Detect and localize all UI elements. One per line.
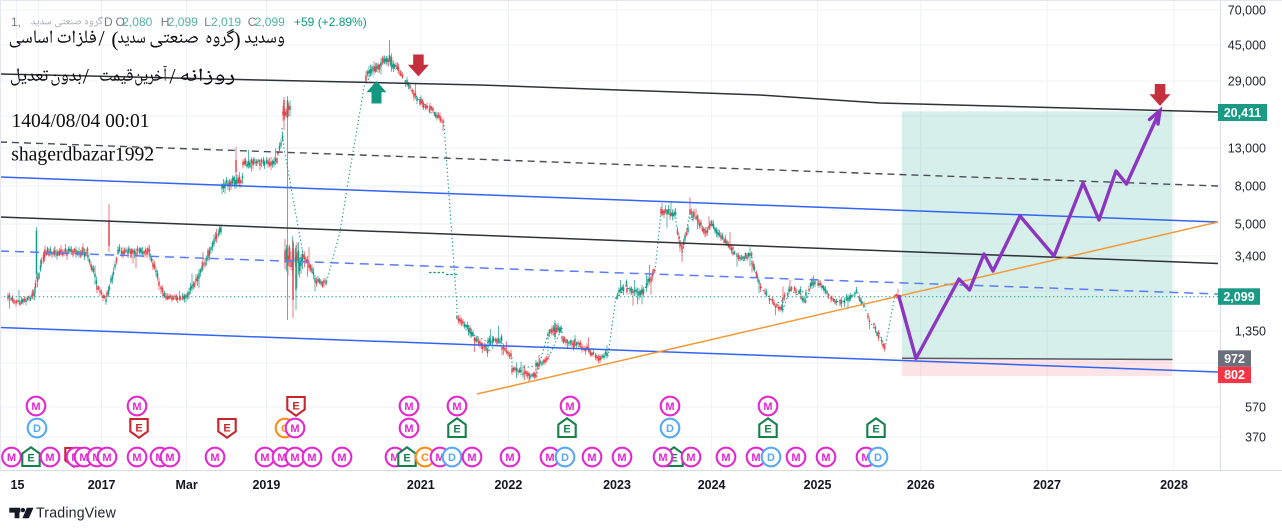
svg-text:370: 370 <box>1245 430 1266 444</box>
svg-text:2027: 2027 <box>1033 478 1061 492</box>
svg-text:2028: 2028 <box>1160 478 1188 492</box>
svg-text:+59 (+2.89%): +59 (+2.89%) <box>294 15 367 29</box>
svg-text:M: M <box>132 401 141 413</box>
svg-text:L: L <box>204 15 211 29</box>
svg-text:O: O <box>116 15 125 29</box>
svg-text:M: M <box>587 452 596 464</box>
svg-text:M: M <box>132 452 141 464</box>
svg-text:E: E <box>403 453 410 465</box>
svg-text:29,000: 29,000 <box>1228 74 1266 88</box>
svg-text:M: M <box>435 452 444 464</box>
svg-text:M: M <box>210 452 219 464</box>
svg-text:/: / <box>83 63 90 88</box>
svg-text:D: D <box>666 423 674 435</box>
svg-text:802: 802 <box>1224 368 1245 382</box>
svg-text:E: E <box>563 424 570 436</box>
svg-text:D: D <box>874 452 882 464</box>
svg-text:M: M <box>665 401 674 413</box>
svg-text:M: M <box>545 452 554 464</box>
svg-text:E: E <box>764 424 771 436</box>
svg-text:M: M <box>277 452 286 464</box>
svg-text:1,: 1, <box>11 15 21 29</box>
svg-text:M: M <box>791 452 800 464</box>
svg-text:2,080: 2,080 <box>122 15 152 29</box>
svg-text:M: M <box>861 452 870 464</box>
svg-text:E: E <box>27 453 34 465</box>
svg-text:M: M <box>390 452 399 464</box>
svg-text:M: M <box>165 452 174 464</box>
svg-text:3,400: 3,400 <box>1235 249 1266 263</box>
svg-text:M: M <box>404 423 413 435</box>
svg-text:2,099: 2,099 <box>1223 290 1254 304</box>
svg-text:2021: 2021 <box>407 478 435 492</box>
svg-text:M: M <box>617 452 626 464</box>
svg-text:): ) <box>234 27 241 51</box>
svg-text:M: M <box>7 452 16 464</box>
svg-text:M: M <box>79 452 88 464</box>
svg-text:TradingView: TradingView <box>36 504 116 521</box>
svg-text:570: 570 <box>1245 400 1266 414</box>
svg-text:1,350: 1,350 <box>1235 324 1266 338</box>
svg-text:2,099: 2,099 <box>168 15 198 29</box>
svg-text:M: M <box>307 452 316 464</box>
svg-text:M: M <box>686 452 695 464</box>
svg-text:M: M <box>821 452 830 464</box>
svg-text:2019: 2019 <box>252 478 280 492</box>
svg-text:D: D <box>448 452 456 464</box>
svg-text:13,000: 13,000 <box>1228 141 1266 155</box>
svg-text:15: 15 <box>11 478 25 492</box>
svg-text:M: M <box>45 452 54 464</box>
svg-text:/: / <box>169 63 176 88</box>
svg-text:M: M <box>337 452 346 464</box>
svg-text:D: D <box>33 423 41 435</box>
svg-text:M: M <box>290 423 299 435</box>
svg-text:70,000: 70,000 <box>1228 3 1266 17</box>
svg-text:Mar: Mar <box>175 478 197 492</box>
svg-text:20,411: 20,411 <box>1224 106 1262 120</box>
svg-text:D: D <box>767 452 775 464</box>
svg-text:E: E <box>135 423 142 435</box>
svg-text:2017: 2017 <box>88 478 116 492</box>
svg-text:/: / <box>99 25 106 50</box>
svg-text:972: 972 <box>1224 352 1245 366</box>
svg-text:M: M <box>565 401 574 413</box>
svg-text:8,000: 8,000 <box>1235 179 1266 193</box>
svg-text:M: M <box>102 452 111 464</box>
svg-text:M: M <box>721 452 730 464</box>
svg-text:E: E <box>453 424 460 436</box>
svg-text:M: M <box>31 401 40 413</box>
svg-text:E: E <box>223 423 230 435</box>
svg-text:H: H <box>161 15 170 29</box>
svg-text:2023: 2023 <box>603 478 631 492</box>
svg-text:1404/08/04 00:01: 1404/08/04 00:01 <box>12 110 150 132</box>
svg-text:M: M <box>658 452 667 464</box>
svg-text:C: C <box>248 15 257 29</box>
svg-text:C: C <box>421 452 429 464</box>
svg-text:M: M <box>290 452 299 464</box>
svg-text:M: M <box>763 401 772 413</box>
svg-text:E: E <box>292 401 299 413</box>
svg-text:5,000: 5,000 <box>1235 217 1266 231</box>
svg-text:2,099: 2,099 <box>255 15 285 29</box>
svg-text:2024: 2024 <box>698 478 726 492</box>
svg-text:M: M <box>404 401 413 413</box>
svg-text:E: E <box>872 424 879 436</box>
svg-text:2026: 2026 <box>907 478 935 492</box>
svg-text:2022: 2022 <box>494 478 522 492</box>
svg-text:M: M <box>452 401 461 413</box>
svg-text:2025: 2025 <box>804 478 832 492</box>
svg-text:(: ( <box>111 27 118 51</box>
svg-text:M: M <box>260 452 269 464</box>
svg-text:E: E <box>670 453 677 465</box>
svg-text:D: D <box>561 452 569 464</box>
svg-text:M: M <box>751 452 760 464</box>
svg-text:shagerdbazar1992: shagerdbazar1992 <box>11 144 154 166</box>
svg-text:M: M <box>505 452 514 464</box>
svg-text:45,000: 45,000 <box>1228 38 1266 52</box>
svg-text:2,019: 2,019 <box>211 15 241 29</box>
svg-text:M: M <box>467 452 476 464</box>
svg-text:D: D <box>104 15 113 29</box>
